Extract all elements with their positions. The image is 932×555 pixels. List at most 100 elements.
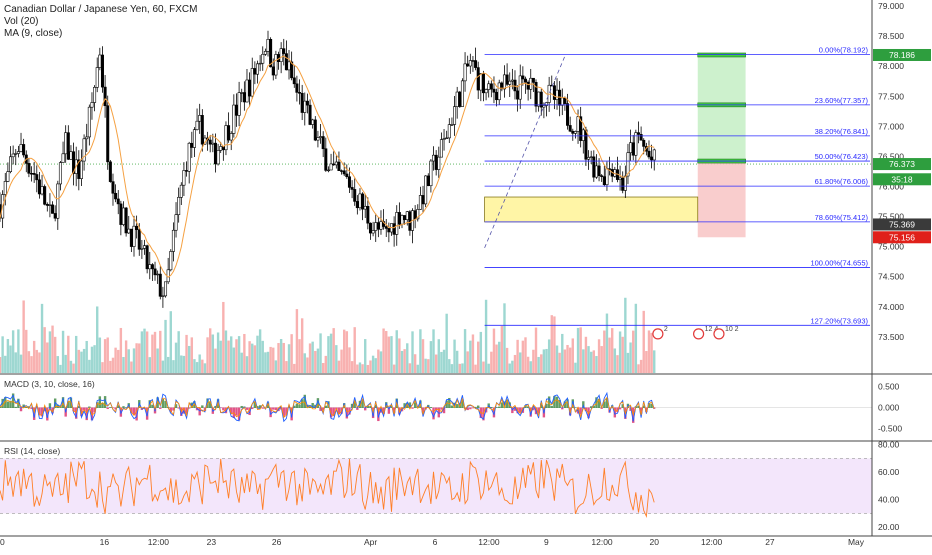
candle bbox=[95, 57, 99, 93]
volume-bar bbox=[9, 345, 12, 373]
candle bbox=[458, 90, 462, 108]
macd-histogram-bar bbox=[411, 407, 414, 409]
volume-bar bbox=[193, 359, 196, 373]
candle bbox=[111, 173, 115, 206]
candle-body bbox=[537, 91, 541, 107]
volume-bar bbox=[579, 327, 582, 373]
macd-histogram-bar bbox=[219, 407, 222, 409]
volume-bar bbox=[566, 344, 569, 373]
price-tick-label: 76.500 bbox=[878, 151, 904, 161]
candle bbox=[497, 79, 501, 105]
macd-histogram-bar bbox=[245, 407, 249, 410]
candle-body bbox=[602, 176, 606, 186]
candle-body bbox=[618, 177, 622, 180]
volume-bar bbox=[448, 359, 451, 373]
candle-body bbox=[605, 168, 609, 186]
macd-histogram-bar bbox=[261, 407, 264, 409]
volume-bar bbox=[148, 357, 151, 373]
candle bbox=[600, 174, 604, 182]
volume-bar bbox=[93, 345, 96, 373]
volume-bar bbox=[203, 363, 207, 373]
candle bbox=[229, 131, 233, 151]
volume-bar bbox=[455, 350, 459, 373]
candle bbox=[116, 190, 120, 215]
candle bbox=[636, 121, 640, 144]
candle-body bbox=[468, 60, 472, 67]
candle-body bbox=[374, 222, 378, 231]
candle bbox=[303, 92, 307, 126]
volume-bar bbox=[153, 331, 157, 373]
candle-body bbox=[208, 139, 212, 145]
candle bbox=[93, 85, 97, 112]
candle bbox=[100, 46, 104, 93]
volume-bar bbox=[321, 362, 325, 373]
volume-bar bbox=[59, 364, 62, 373]
candle-body bbox=[232, 104, 236, 134]
macd-histogram-bar bbox=[193, 401, 196, 408]
candle-body bbox=[455, 91, 459, 107]
macd-histogram-bar bbox=[490, 406, 493, 408]
macd-histogram-bar bbox=[174, 404, 178, 408]
rsi-band bbox=[0, 458, 872, 514]
candle-body bbox=[295, 83, 299, 93]
candle-body bbox=[108, 161, 112, 182]
volume-bar bbox=[589, 351, 593, 373]
macd-histogram-bar bbox=[421, 407, 425, 414]
candle-body bbox=[16, 151, 20, 154]
candle bbox=[353, 178, 357, 206]
volume-bars bbox=[0, 297, 656, 373]
volume-bar bbox=[379, 351, 383, 373]
volume-bar bbox=[369, 360, 372, 373]
volume-bar bbox=[542, 349, 546, 373]
macd-histogram-bar bbox=[469, 407, 472, 410]
candle-body bbox=[521, 75, 525, 80]
volume-bar bbox=[479, 331, 483, 373]
volume-bar bbox=[600, 346, 603, 373]
candle-body bbox=[114, 192, 118, 200]
volume-bar bbox=[277, 343, 280, 373]
candle-body bbox=[634, 132, 638, 156]
candle bbox=[453, 95, 457, 136]
volume-bar bbox=[161, 360, 165, 373]
volume-bar bbox=[463, 329, 467, 373]
volume-bar bbox=[201, 359, 204, 373]
candle bbox=[82, 134, 86, 171]
candle-body bbox=[487, 83, 491, 90]
macd-histogram-bar bbox=[629, 407, 632, 411]
volume-bar bbox=[27, 351, 31, 373]
volume-bar bbox=[145, 331, 149, 373]
candle-body bbox=[35, 174, 39, 181]
volume-bar bbox=[547, 339, 551, 373]
volume-bar bbox=[592, 350, 596, 373]
candle-body bbox=[182, 170, 186, 186]
macd-histogram-bar bbox=[390, 405, 393, 408]
volume-bar bbox=[540, 354, 543, 373]
volume-bar bbox=[621, 336, 624, 373]
volume-bar bbox=[624, 297, 627, 373]
candle bbox=[573, 130, 577, 139]
candle bbox=[61, 141, 65, 163]
volume-bar bbox=[53, 336, 57, 373]
candle bbox=[150, 263, 154, 281]
volume-bar bbox=[613, 348, 617, 373]
volume-bar bbox=[508, 363, 511, 373]
macd-histogram-bar bbox=[135, 407, 138, 421]
macd-histogram-bar bbox=[272, 407, 275, 410]
macd-histogram-bar bbox=[455, 404, 459, 408]
volume-bar bbox=[17, 329, 20, 373]
volume-bar bbox=[88, 359, 91, 373]
volume-bar bbox=[67, 335, 70, 373]
volume-bar bbox=[534, 327, 538, 373]
fib-level-label: 127.20%(73.693) bbox=[810, 316, 868, 325]
volume-bar bbox=[248, 341, 251, 373]
volume-bar bbox=[61, 330, 65, 373]
candle bbox=[371, 221, 375, 237]
candle bbox=[177, 187, 181, 223]
candle-body bbox=[82, 138, 86, 162]
candle bbox=[16, 145, 20, 158]
volume-bar bbox=[298, 339, 301, 373]
rsi-tick-label: 40.00 bbox=[878, 495, 900, 505]
macd-histogram-bar bbox=[321, 407, 325, 411]
candle bbox=[468, 53, 472, 74]
